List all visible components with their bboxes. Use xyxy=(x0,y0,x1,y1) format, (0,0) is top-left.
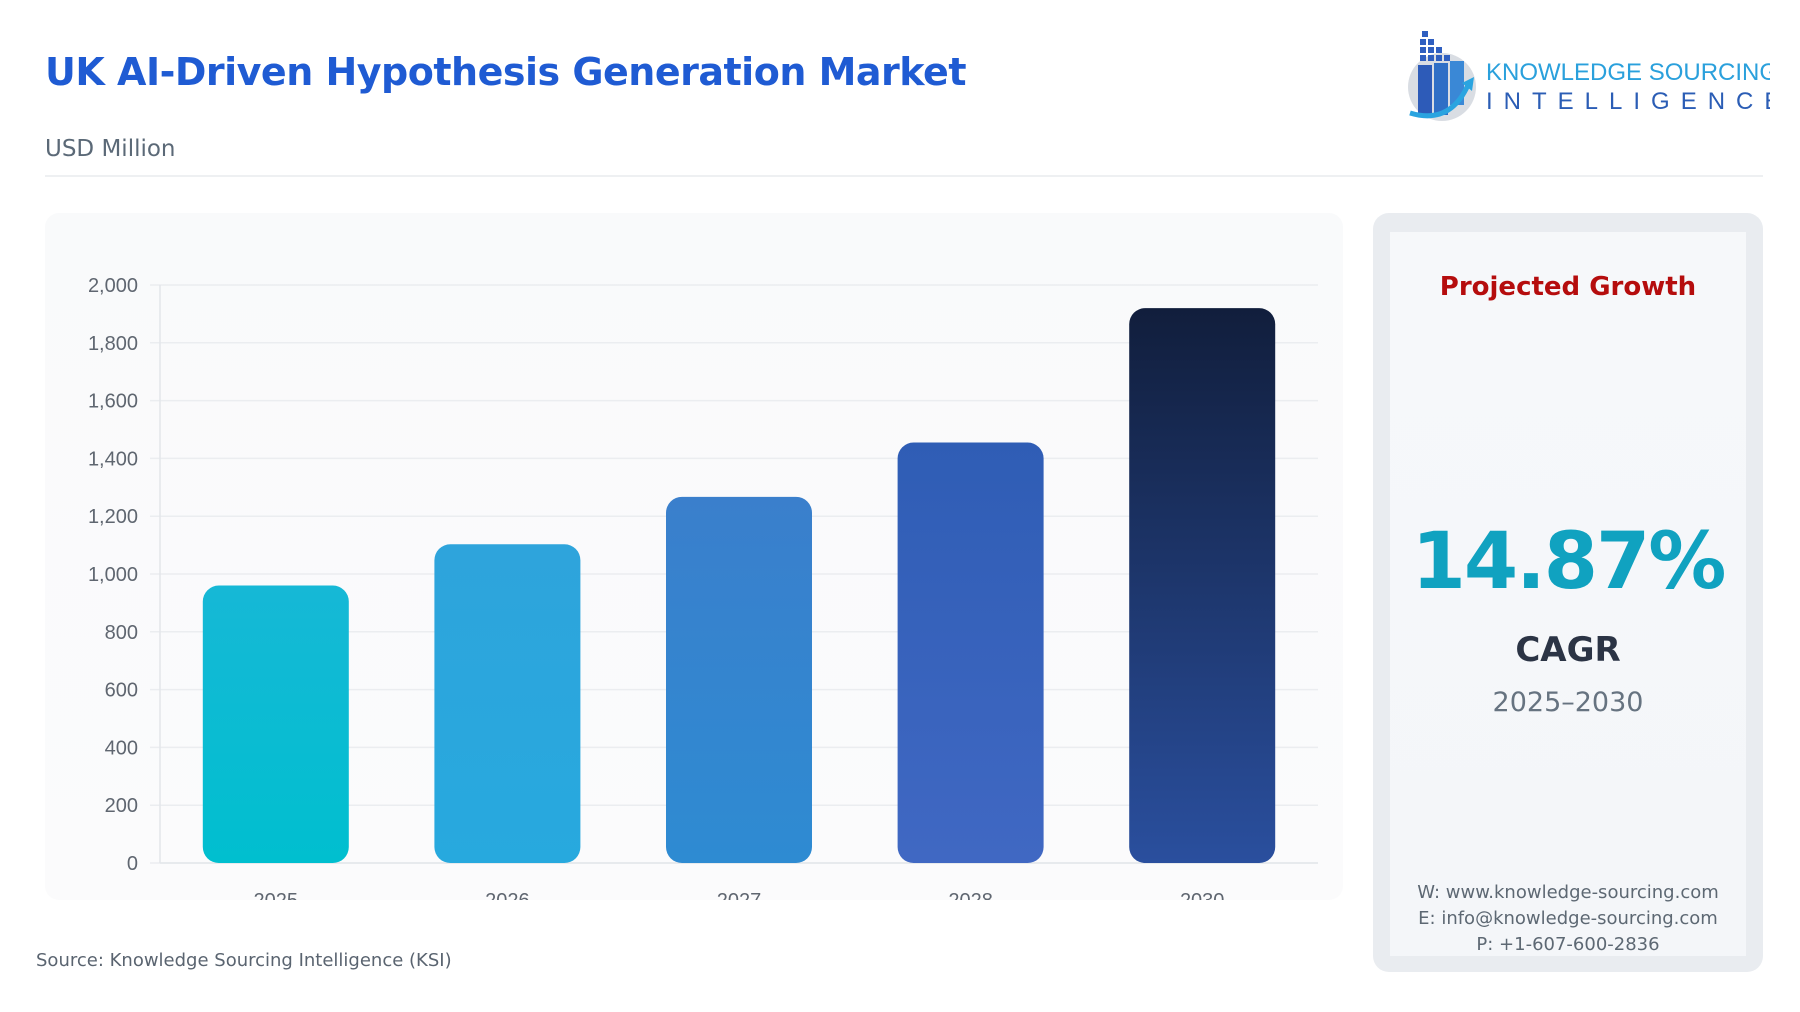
y-tick-label: 1,600 xyxy=(88,391,138,413)
bar-2027 xyxy=(666,496,812,863)
logo-text-line1: KNOWLEDGE SOURCING xyxy=(1486,59,1770,86)
y-tick-label: 1,200 xyxy=(88,506,138,528)
x-tick-label: 2026 xyxy=(485,890,530,900)
growth-panel-inner: Projected Growth 14.87% CAGR 2025–2030 W… xyxy=(1390,232,1746,956)
bar-2028 xyxy=(897,442,1044,863)
cagr-label: CAGR xyxy=(1515,630,1621,670)
contact-phone: P: +1-607-600-2836 xyxy=(1476,934,1660,955)
logo-text-line2: INTELLIGENCE xyxy=(1486,88,1770,115)
x-tick-label: 2030 xyxy=(1180,890,1225,900)
y-tick-label: 1,400 xyxy=(88,448,138,470)
bar-chart: 0 200 400 600 800 1,000 1,200 1,400 1,600 1,800 2,… xyxy=(88,275,1318,900)
y-tick-label: 1,800 xyxy=(88,333,138,355)
bar-2030 xyxy=(1129,308,1276,863)
bar-2025 xyxy=(202,585,349,863)
y-tick-label: 600 xyxy=(105,680,138,702)
cagr-value: 14.87% xyxy=(1411,517,1727,607)
y-tick-label: 1,000 xyxy=(88,564,138,586)
page-title: UK AI-Driven Hypothesis Generation Marke… xyxy=(45,50,966,94)
header-divider xyxy=(45,175,1763,177)
chart-card: 0 200 400 600 800 1,000 1,200 1,400 1,600 1,800 2,… xyxy=(45,213,1343,900)
x-tick-label: 2025 xyxy=(254,890,299,900)
x-tick-label: 2027 xyxy=(717,890,762,900)
source-note: Source: Knowledge Sourcing Intelligence … xyxy=(36,950,452,971)
y-tick-label: 800 xyxy=(105,622,138,644)
company-logo: KNOWLEDGE SOURCING INTELLIGENCE xyxy=(1400,25,1780,129)
unit-subtitle: USD Million xyxy=(45,136,176,162)
growth-panel: Projected Growth 14.87% CAGR 2025–2030 W… xyxy=(1373,213,1763,972)
bar-2026 xyxy=(434,544,581,863)
contact-website: W: www.knowledge-sourcing.com xyxy=(1417,882,1719,903)
y-tick-label: 200 xyxy=(105,795,138,817)
x-tick-label: 2028 xyxy=(948,890,993,900)
y-tick-label: 400 xyxy=(105,737,138,759)
contact-email: E: info@knowledge-sourcing.com xyxy=(1418,908,1718,929)
projected-growth-heading: Projected Growth xyxy=(1439,272,1697,302)
y-tick-label: 2,000 xyxy=(88,275,138,297)
logo-icon: KNOWLEDGE SOURCING INTELLIGENCE xyxy=(1408,31,1780,121)
y-tick-label: 0 xyxy=(127,853,138,875)
cagr-period: 2025–2030 xyxy=(1492,687,1644,718)
